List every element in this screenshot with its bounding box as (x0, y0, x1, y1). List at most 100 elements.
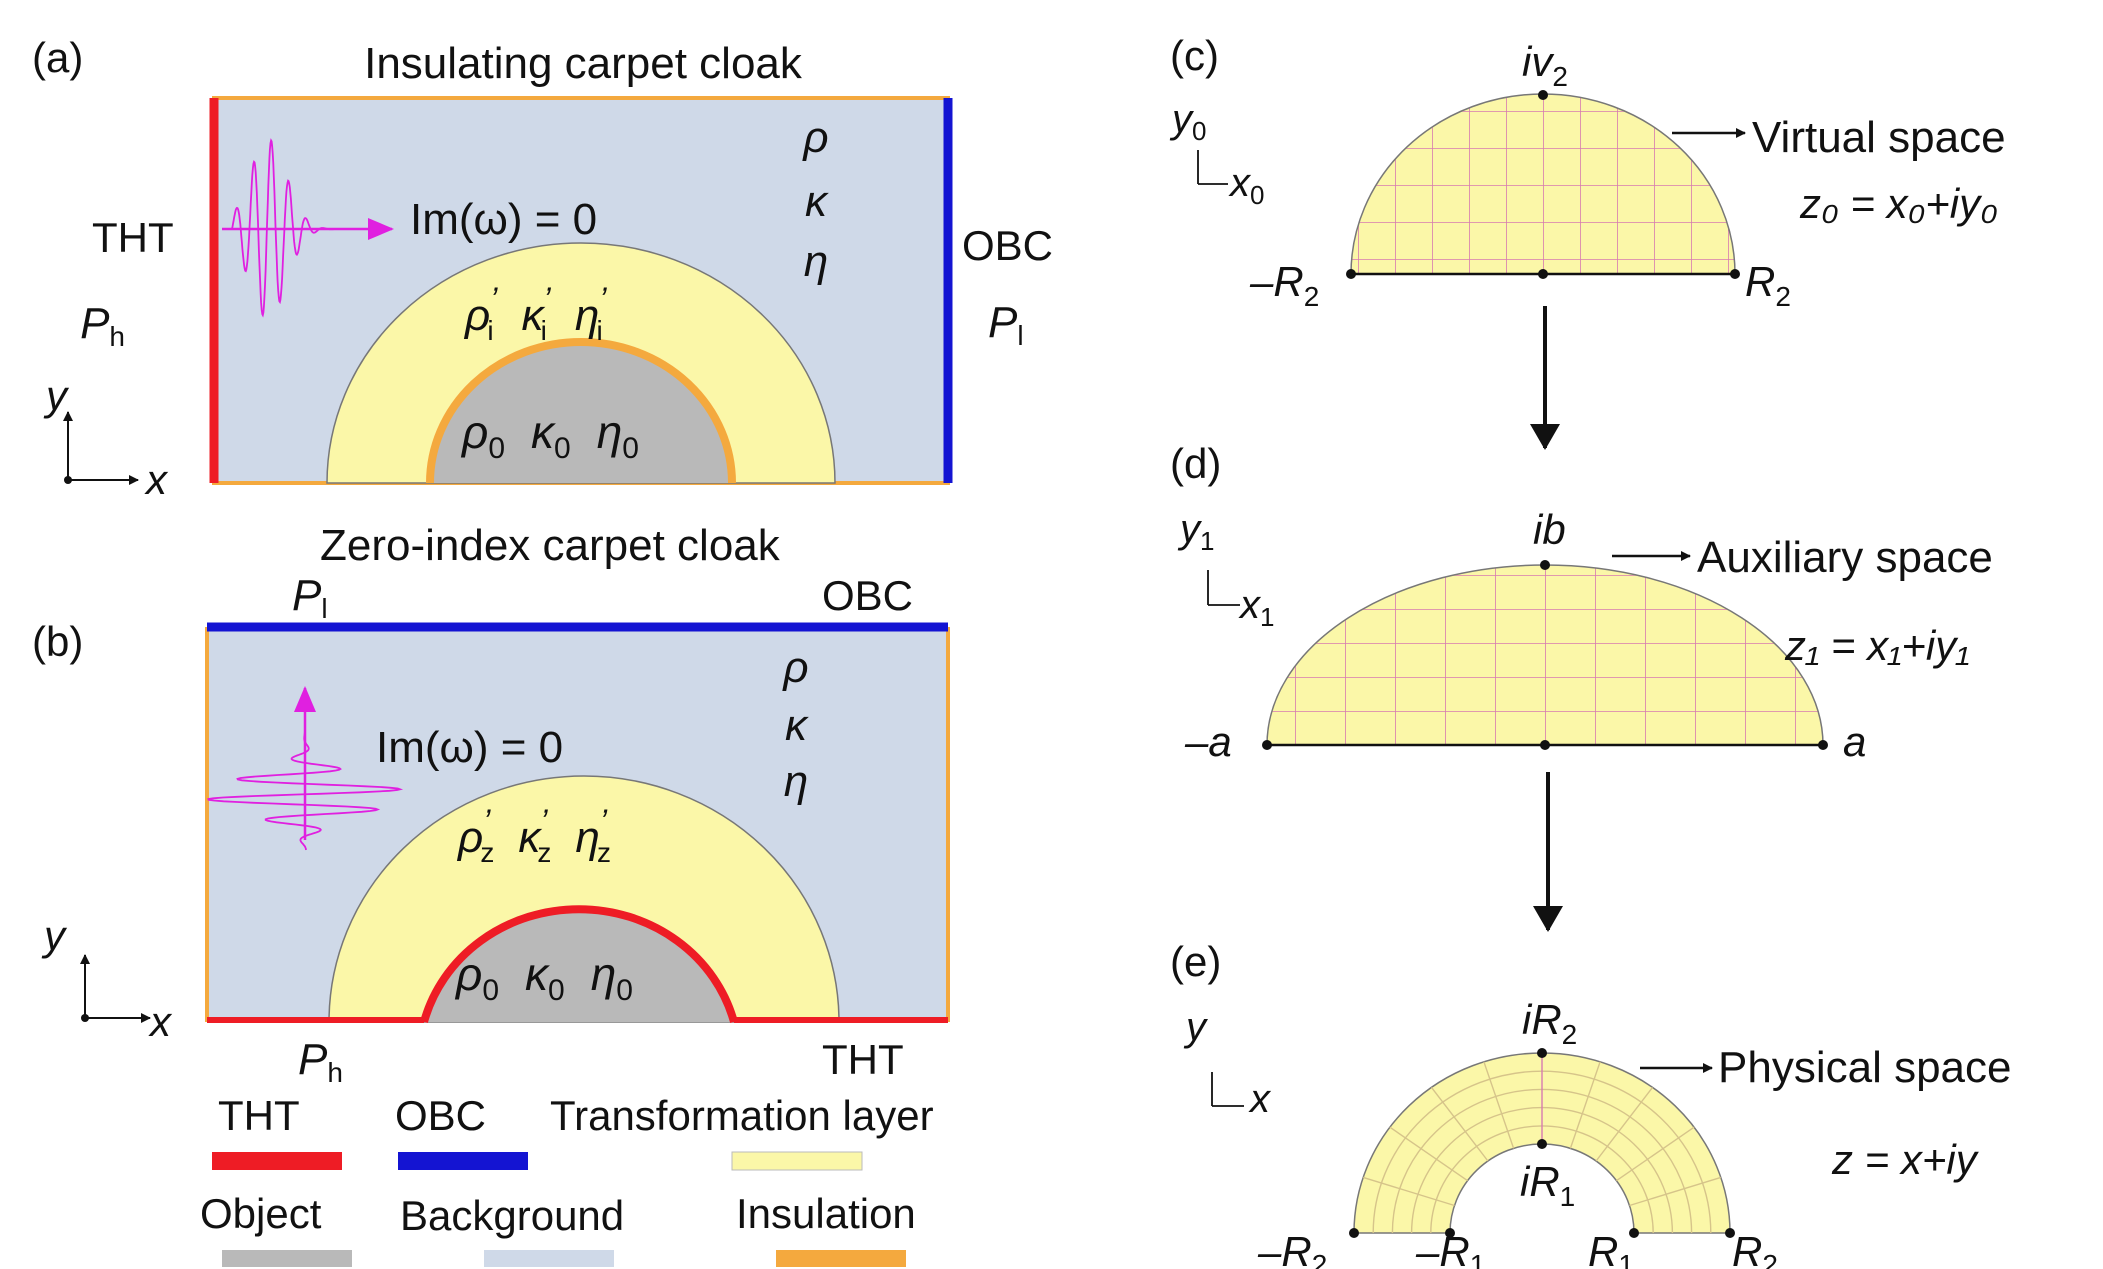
background-params: ρ κ η (801, 113, 829, 286)
legend-label-background: Background (400, 1192, 624, 1239)
legend-label-transformation-layer: Transformation layer (550, 1092, 934, 1139)
point-top (1540, 560, 1550, 570)
grid-radial-line (1362, 1176, 1455, 1207)
svg-text:ρ: ρ (781, 643, 808, 692)
panel-e: (e) iR2 iR1 –R2 –R1 R1 R2 Physical space… (1170, 938, 2011, 1269)
bottom-point-label: R2 (1732, 1228, 1778, 1269)
obc-label: OBC (962, 222, 1053, 269)
legend-label-tht: THT (218, 1092, 300, 1139)
equation: z₀ = x₀+iy₀ (1799, 180, 1998, 227)
object-region (430, 342, 732, 483)
svg-text:y: y (41, 912, 68, 959)
svg-text:κ: κ (805, 177, 829, 226)
axes-d: y1 x1 (1177, 507, 1274, 632)
point-inner (1537, 1139, 1547, 1149)
legend-swatch-transformation-layer (731, 1151, 863, 1171)
legend-label-obc: OBC (395, 1092, 486, 1139)
point-left (1346, 269, 1356, 279)
inner-point-label: iR1 (1520, 1158, 1575, 1212)
point-origin (1538, 269, 1548, 279)
top-point-label: iR2 (1522, 996, 1577, 1050)
auxiliary-space-grid (1267, 565, 1823, 745)
panel-d: (d) ib –a a Auxiliary space z₁ = x₁+iy₁ … (1170, 440, 1993, 765)
svg-text:y1: y1 (1177, 507, 1214, 556)
panel-d-label: (d) (1170, 440, 1221, 487)
panel-c-label: (c) (1170, 32, 1219, 79)
space-label: Virtual space (1752, 113, 2006, 162)
axes-c: y0 x0 (1169, 97, 1264, 210)
point-r1 (1629, 1228, 1639, 1238)
grid-radial-line (1389, 1126, 1468, 1182)
point-right (1818, 740, 1828, 750)
grid-radial-line (1616, 1126, 1695, 1182)
background-params: ρ κ η (781, 643, 809, 806)
legend: THT OBC Transformation layer Object Back… (200, 1092, 934, 1267)
axes-b: y x (41, 912, 173, 1045)
object-params: ρ0 κ0 η0 (460, 406, 639, 465)
object-region (424, 909, 734, 1022)
bottom-point-label: –R1 (1415, 1228, 1485, 1269)
legend-swatch-obc (398, 1152, 528, 1170)
svg-text:x: x (148, 998, 173, 1045)
svg-text:x: x (1248, 1077, 1272, 1121)
svg-text:x: x (144, 456, 169, 503)
panel-b-title: Zero-index carpet cloak (320, 521, 781, 570)
panel-a-title: Insulating carpet cloak (364, 39, 803, 88)
panel-c: (c) iv2 –R2 R2 Virtual space z₀ = x₀+iy₀… (1169, 32, 2006, 312)
panel-a-label: (a) (32, 34, 83, 81)
left-point-label: –R2 (1249, 258, 1319, 312)
svg-text:η: η (804, 237, 828, 286)
physical-space-grid (1362, 1053, 1722, 1234)
equation: z₁ = x₁+iy₁ (1784, 622, 1969, 669)
legend-swatch-object (222, 1250, 352, 1267)
point-top (1537, 1048, 1547, 1058)
grid-radial-line (1629, 1176, 1722, 1207)
svg-text:y0: y0 (1169, 97, 1206, 146)
legend-swatch-insulation (776, 1250, 906, 1267)
svg-text:ρ: ρ (801, 113, 828, 162)
point-left (1262, 740, 1272, 750)
axes-e: y x (1183, 1005, 1272, 1121)
pressure-low: Pl (988, 298, 1024, 351)
pressure-low: Pl (292, 571, 328, 624)
point-top (1538, 90, 1548, 100)
panel-b-label: (b) (32, 618, 83, 665)
svg-text:x0: x0 (1228, 161, 1264, 210)
grid-radial-line (1430, 1086, 1489, 1162)
tht-label: THT (92, 214, 174, 261)
right-point-label: R2 (1745, 258, 1791, 312)
point-neg-r2 (1349, 1228, 1359, 1238)
point-neg-r1 (1445, 1228, 1455, 1238)
wave-label: Im(ω) = 0 (376, 723, 563, 772)
top-point-label: iv2 (1522, 38, 1568, 92)
legend-label-insulation: Insulation (736, 1190, 916, 1237)
grid-radial-line (1569, 1061, 1601, 1149)
svg-text:κ: κ (785, 701, 809, 750)
virtual-space-grid (1351, 94, 1735, 274)
panel-e-label: (e) (1170, 938, 1221, 985)
svg-text:η: η (784, 757, 808, 806)
left-point-label: –a (1184, 718, 1232, 765)
bottom-point-label: R1 (1588, 1228, 1634, 1269)
tht-label: THT (822, 1036, 904, 1083)
point-origin (1540, 740, 1550, 750)
point-r2 (1725, 1228, 1735, 1238)
space-label: Physical space (1718, 1043, 2011, 1092)
legend-swatch-background (484, 1250, 614, 1267)
svg-text:y: y (43, 372, 70, 419)
svg-text:y: y (1183, 1005, 1209, 1049)
right-point-label: a (1843, 718, 1866, 765)
wave-label: Im(ω) = 0 (410, 195, 597, 244)
axes-a: y x (43, 372, 169, 503)
point-right (1730, 269, 1740, 279)
grid-radial-line (1483, 1061, 1515, 1149)
panel-a: (a) Insulating carpet cloak Im(ω) = 0 TH… (32, 34, 1053, 503)
legend-swatch-tht (212, 1152, 342, 1170)
top-point-label: ib (1533, 506, 1566, 553)
obc-label: OBC (822, 572, 913, 619)
tht-arc (420, 905, 738, 1024)
equation: z = x+iy (1831, 1136, 1980, 1183)
object-params: ρ0 κ0 η0 (454, 948, 633, 1007)
insulation-arc (426, 338, 736, 484)
